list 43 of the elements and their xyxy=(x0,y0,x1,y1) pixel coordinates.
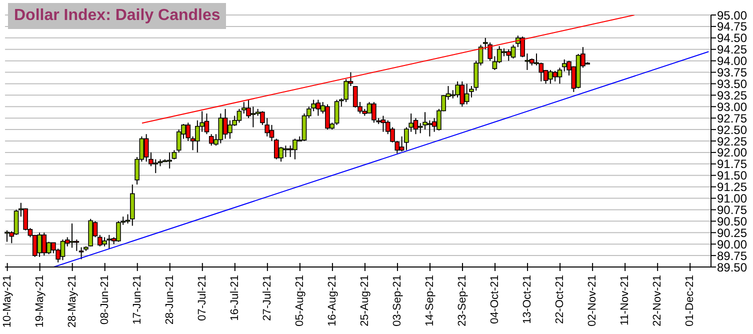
y-tick-label: 92.50 xyxy=(717,122,748,137)
x-tick-label: 03-Sep-21 xyxy=(391,275,404,326)
x-tick-label: 22-Nov-21 xyxy=(652,275,664,326)
chart-title: Dollar Index: Daily Candles xyxy=(8,3,226,29)
x-tick-label: 01-Dec-21 xyxy=(684,275,696,326)
y-tick-label: 91.25 xyxy=(717,180,748,194)
x-tick-label: 14-Sep-21 xyxy=(424,275,436,326)
x-tick-label: 19-May-21 xyxy=(34,275,46,328)
x-tick-label: 28-May-21 xyxy=(66,275,78,328)
y-tick-label: 91.75 xyxy=(717,157,748,172)
x-tick-label: 13-Oct-21 xyxy=(522,275,534,324)
y-tick-label: 95.00 xyxy=(717,8,748,22)
x-tick-label: 28-Jun-21 xyxy=(164,275,176,325)
x-tick-label: 17-Jun-21 xyxy=(131,275,144,325)
x-tick-label: 07-Jul-21 xyxy=(196,275,208,321)
x-tick-label: 04-Oct-21 xyxy=(489,275,502,324)
x-tick-label: 22-Oct-21 xyxy=(554,275,566,324)
x-tick-label: 05-Aug-21 xyxy=(294,275,306,326)
y-tick-label: 94.50 xyxy=(717,31,748,46)
y-tick-label: 89.50 xyxy=(717,260,748,274)
y-tick-label: 94.00 xyxy=(717,54,748,68)
x-tick-label: 16-Jul-21 xyxy=(228,275,241,321)
y-tick-label: 92.75 xyxy=(717,111,748,126)
x-tick-label: 11-Nov-21 xyxy=(619,275,632,326)
y-tick-label: 90.50 xyxy=(717,214,748,228)
y-tick-label: 93.25 xyxy=(717,88,748,102)
x-tick-label: 02-Nov-21 xyxy=(586,275,599,326)
x-tick-label: 16-Aug-21 xyxy=(326,275,338,326)
y-tick-label: 92.25 xyxy=(717,134,748,148)
x-tick-label: 08-Jun-21 xyxy=(98,275,111,325)
candlestick xyxy=(172,150,177,160)
y-tick-label: 90.25 xyxy=(717,226,748,240)
y-tick-label: 92.00 xyxy=(717,146,748,160)
x-tick-label: 10-May-21 xyxy=(1,275,14,328)
y-tick-label: 94.25 xyxy=(717,42,748,57)
x-tick-label: 25-Aug-21 xyxy=(358,275,371,326)
x-tick-label: 27-Jul-21 xyxy=(261,275,274,321)
y-tick-label: 90.00 xyxy=(717,237,748,252)
x-tick-label: 23-Sep-21 xyxy=(456,275,469,326)
y-tick-label: 91.50 xyxy=(717,168,748,183)
y-tick-label: 93.00 xyxy=(717,100,748,114)
y-tick-label: 94.75 xyxy=(717,20,748,34)
y-tick-label: 89.75 xyxy=(717,248,748,263)
